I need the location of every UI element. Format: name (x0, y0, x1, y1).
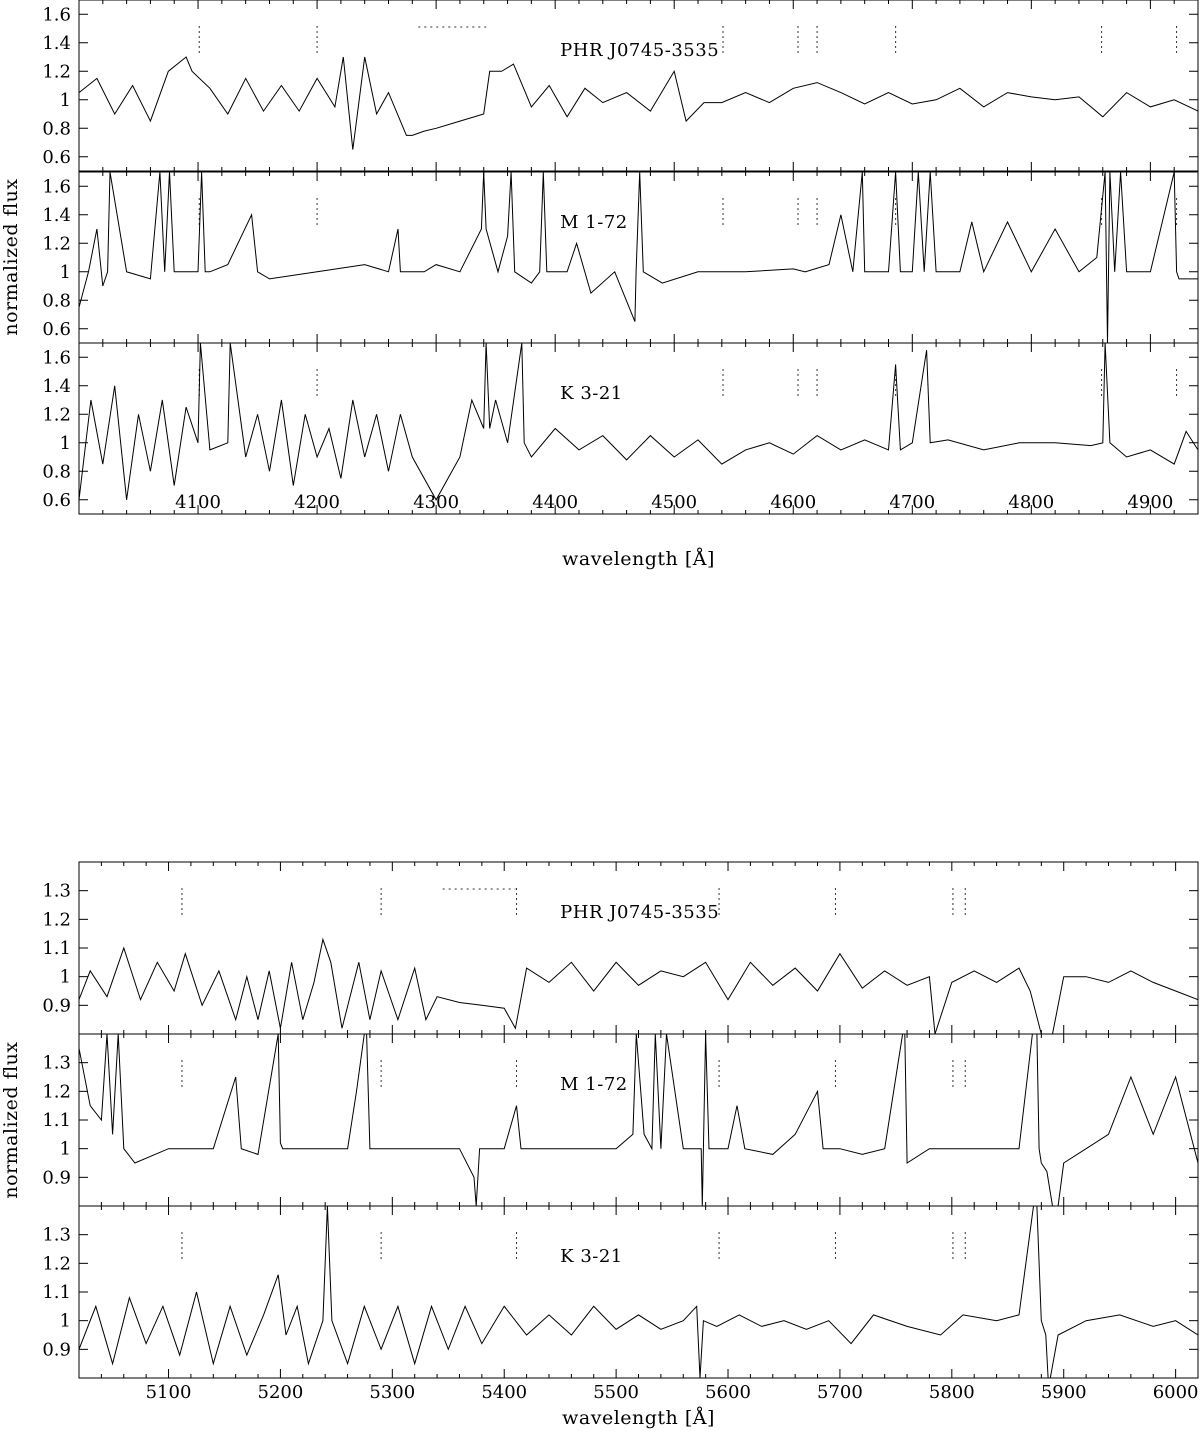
y-tick-label: 1.4 (42, 205, 71, 226)
panel-2: 0.9 1 1.1 1.2 1.3 K 3-21 (42, 1205, 1199, 1379)
x-tick-label: 4100 (175, 492, 221, 513)
y-tick-label: 0.6 (42, 319, 71, 340)
y-tick-label: 1.3 (42, 881, 71, 902)
x-tick-label: 4500 (651, 492, 697, 513)
spectrum-line (79, 1206, 1198, 1378)
panel-0: 0.6 0.8 1 1.2 1.4 1.6 PHR J0745-3535 (42, 0, 1199, 172)
panel-1: 0.9 1 1.1 1.2 1.3 M 1-72 (42, 1033, 1199, 1207)
x-tick-label: 4400 (532, 492, 578, 513)
y-tick-label: 1.1 (42, 1110, 71, 1131)
x-tick-label: 5700 (817, 1382, 863, 1403)
y-axis-title: normalized flux (0, 178, 22, 335)
chart-blue-range: 0.6 0.8 1 1.2 1.4 1.6 PHR J0745-3535 0.6 0.8 1 1.2… (0, 0, 1199, 570)
y-axis-title: normalized flux (0, 1041, 22, 1198)
y-tick-label: 1.6 (42, 4, 71, 25)
y-tick-label: 1.6 (42, 176, 71, 197)
object-label: K 3-21 (560, 383, 623, 404)
x-axis-title: wavelength [Å] (562, 548, 715, 570)
object-label: M 1-72 (560, 1074, 628, 1095)
y-tick-label: 0.6 (42, 490, 71, 511)
y-tick-label: 1.4 (42, 33, 71, 54)
y-tick-label: 1.3 (42, 1053, 71, 1074)
x-tick-label: 4300 (413, 492, 459, 513)
object-label: M 1-72 (560, 212, 628, 233)
y-tick-label: 1.2 (42, 909, 71, 930)
x-tick-label: 5400 (481, 1382, 527, 1403)
y-tick-label: 1.2 (42, 61, 71, 82)
y-tick-label: 0.8 (42, 290, 71, 311)
object-label: PHR J0745-3535 (560, 902, 719, 923)
spectrum-line (79, 937, 1198, 1034)
x-axis-title: wavelength [Å] (562, 1407, 715, 1429)
y-tick-label: 1 (60, 1311, 71, 1332)
x-tick-label: 5200 (258, 1382, 304, 1403)
x-tick-label: 4700 (889, 492, 935, 513)
x-tick-label: 5300 (369, 1382, 415, 1403)
y-tick-label: 1.2 (42, 404, 71, 425)
object-label: PHR J0745-3535 (560, 40, 719, 61)
panel-0: 0.9 1 1.1 1.2 1.3 PHR J0745-3535 (42, 861, 1199, 1035)
y-tick-label: 1 (60, 262, 71, 283)
object-label: K 3-21 (560, 1246, 623, 1267)
y-tick-label: 1 (60, 967, 71, 988)
x-tick-label: 5100 (146, 1382, 192, 1403)
y-tick-label: 0.8 (42, 461, 71, 482)
panel-frame (78, 342, 1199, 515)
x-tick-label: 6000 (1153, 1382, 1199, 1403)
y-tick-label: 1.3 (42, 1225, 71, 1246)
panel-2: 0.6 0.8 1 1.2 1.4 1.6 K 3-21 (42, 342, 1199, 515)
y-tick-label: 1.1 (42, 938, 71, 959)
y-tick-label: 1.1 (42, 1282, 71, 1303)
spectrum-line (79, 172, 1198, 343)
y-tick-label: 0.9 (42, 995, 71, 1016)
chart-red-range: 0.9 1 1.1 1.2 1.3 PHR J0745-3535 0.9 1 1.1 1.2 1.3… (0, 861, 1199, 1429)
x-tick-label: 4900 (1127, 492, 1173, 513)
y-tick-label: 1.2 (42, 1081, 71, 1102)
y-tick-label: 1.6 (42, 347, 71, 368)
spectrum-line (79, 343, 1198, 501)
y-tick-label: 1.2 (42, 233, 71, 254)
spectrum-line (79, 56, 1198, 150)
y-tick-label: 1 (60, 1139, 71, 1160)
x-tick-label: 5500 (593, 1382, 639, 1403)
x-tick-label: 5900 (1041, 1382, 1087, 1403)
y-tick-label: 1.4 (42, 376, 71, 397)
x-tick-label: 4600 (770, 492, 816, 513)
x-tick-label: 4800 (1008, 492, 1054, 513)
spectrum-line (79, 1034, 1198, 1206)
y-tick-label: 0.9 (42, 1339, 71, 1360)
panel-frame (78, 861, 1199, 1035)
panel-frame (78, 0, 1199, 172)
x-tick-label: 4200 (294, 492, 340, 513)
panel-1: 0.6 0.8 1 1.2 1.4 1.6 M 1-72 (42, 171, 1199, 344)
y-tick-label: 1 (60, 90, 71, 111)
y-tick-label: 0.9 (42, 1167, 71, 1188)
y-tick-label: 0.8 (42, 118, 71, 139)
y-tick-label: 1 (60, 433, 71, 454)
x-tick-label: 5600 (705, 1382, 751, 1403)
y-tick-label: 0.6 (42, 147, 71, 168)
x-tick-label: 5800 (929, 1382, 975, 1403)
y-tick-label: 1.2 (42, 1253, 71, 1274)
